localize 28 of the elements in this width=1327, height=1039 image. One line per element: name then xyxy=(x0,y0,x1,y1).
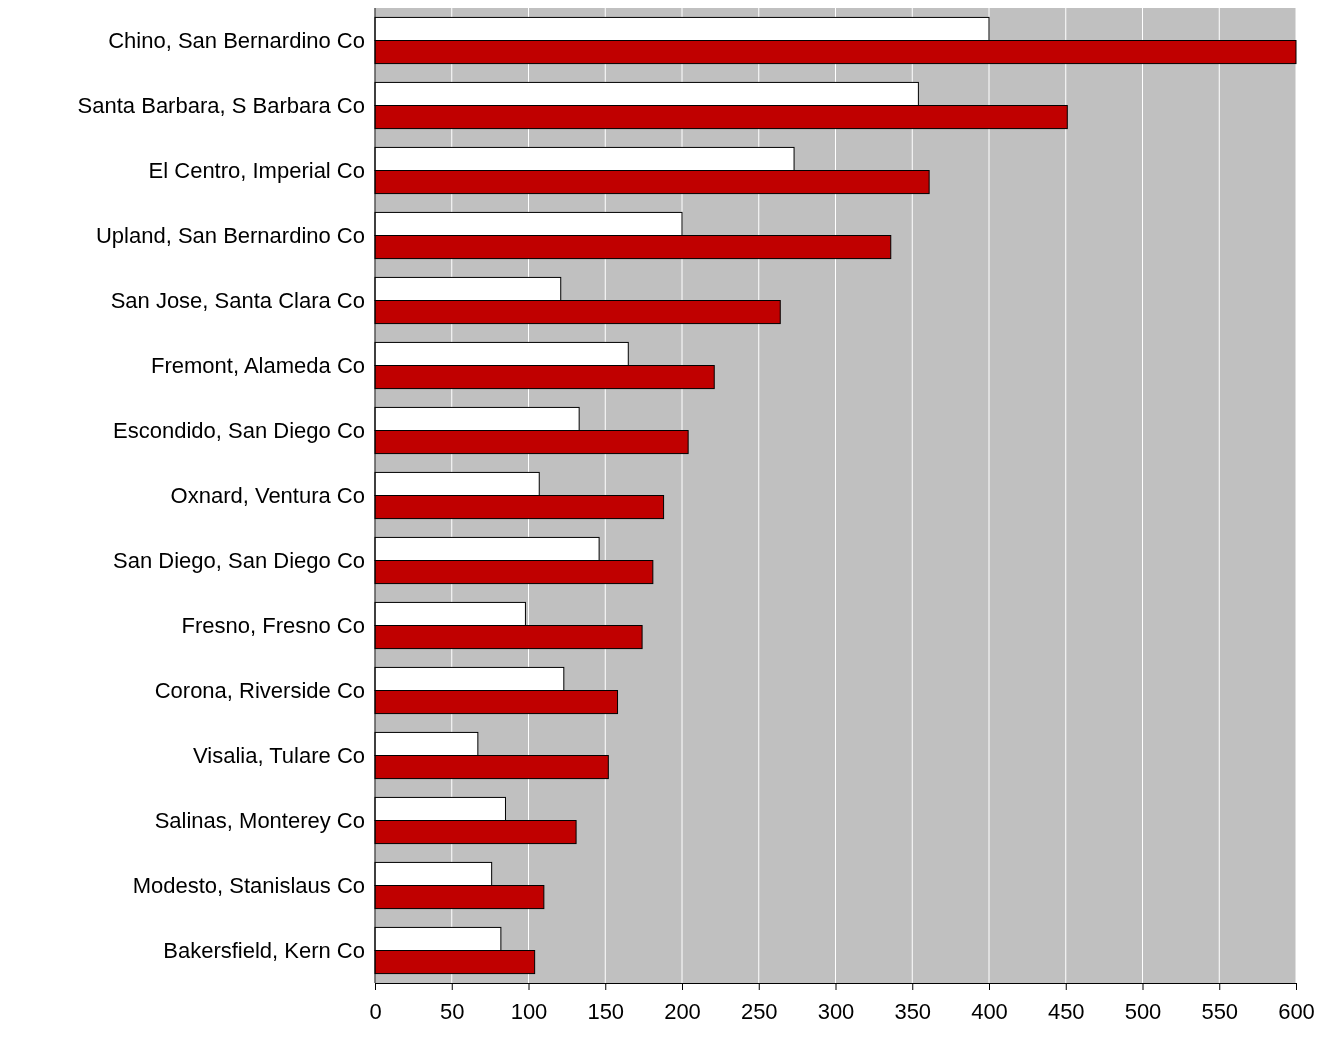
x-tick-label: 0 xyxy=(369,999,382,1025)
y-tick-label: Fresno, Fresno Co xyxy=(181,612,365,638)
y-tick-label: Santa Barbara, S Barbara Co xyxy=(77,92,365,118)
x-tick-label: 500 xyxy=(1124,999,1162,1025)
y-tick-label: Corona, Riverside Co xyxy=(154,677,365,703)
y-tick-label: Visalia, Tulare Co xyxy=(192,742,365,768)
y-tick-label: Modesto, Stanislaus Co xyxy=(132,872,365,898)
x-tick-label: 450 xyxy=(1047,999,1085,1025)
y-tick-label: El Centro, Imperial Co xyxy=(148,157,365,183)
x-tick-label: 200 xyxy=(664,999,701,1025)
y-tick-label: Fremont, Alameda Co xyxy=(151,352,365,378)
x-tick-label: 300 xyxy=(817,999,855,1025)
y-tick-label: Salinas, Monterey Co xyxy=(154,807,365,833)
x-tick-label: 550 xyxy=(1201,999,1239,1025)
x-tick-label: 50 xyxy=(440,999,465,1025)
y-tick-label: Oxnard, Ventura Co xyxy=(170,482,365,508)
x-tick-label: 600 xyxy=(1278,999,1315,1025)
y-tick-label: San Jose, Santa Clara Co xyxy=(110,287,365,313)
y-tick-label: Escondido, San Diego Co xyxy=(113,417,365,443)
y-tick-label: Chino, San Bernardino Co xyxy=(108,27,365,53)
y-tick-label: San Diego, San Diego Co xyxy=(113,547,365,573)
x-tick-label: 150 xyxy=(587,999,625,1025)
x-tick-label: 350 xyxy=(894,999,932,1025)
x-tick-label: 250 xyxy=(740,999,778,1025)
x-tick-label: 100 xyxy=(510,999,548,1025)
y-tick-label: Upland, San Bernardino Co xyxy=(95,222,365,248)
y-tick-label: Bakersfield, Kern Co xyxy=(163,937,365,963)
x-tick-label: 400 xyxy=(971,999,1008,1025)
